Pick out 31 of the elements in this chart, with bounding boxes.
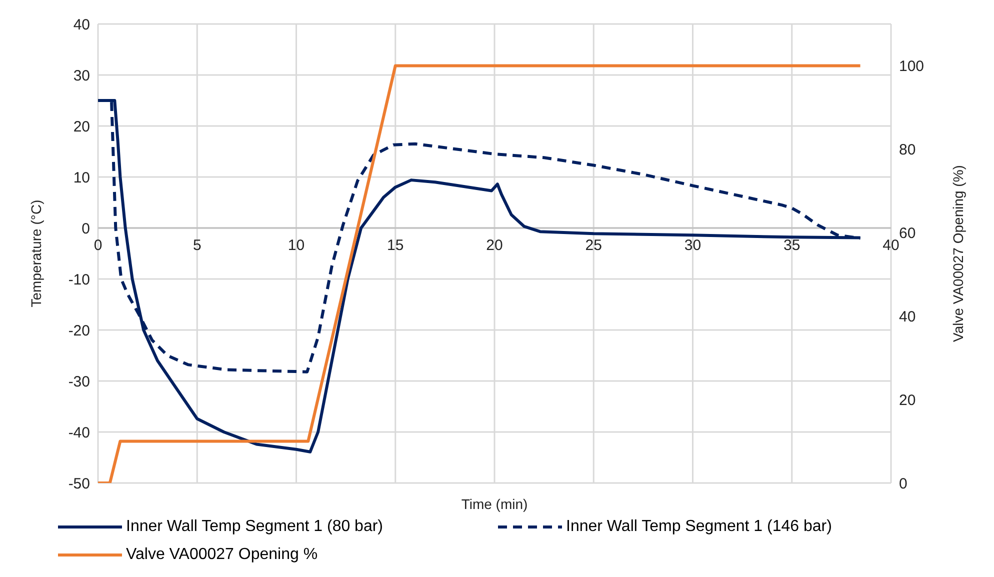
x-tick-label: 30 <box>684 237 702 254</box>
x-tick-label: 35 <box>784 237 800 254</box>
y-tick-label: 0 <box>82 220 90 238</box>
y-tick-label: 10 <box>73 169 90 186</box>
x-tick-label: 0 <box>94 237 102 254</box>
y-tick-label: -30 <box>68 373 90 390</box>
y2-axis-title: Valve VA00027 Opening (%) <box>950 165 966 342</box>
x-axis-title: Time (min) <box>461 496 528 512</box>
legend-label: Valve VA00027 Opening % <box>126 546 318 564</box>
y-tick-label: 30 <box>73 67 90 84</box>
x-tick-label: 20 <box>486 237 503 254</box>
legend-label: Inner Wall Temp Segment 1 (146 bar) <box>566 518 832 536</box>
y2-tick-label: 100 <box>899 58 924 76</box>
y2-tick-label: 60 <box>899 224 916 242</box>
y-tick-label: 20 <box>73 118 90 136</box>
y-tick-label: -40 <box>68 424 90 442</box>
y2-tick-label: 0 <box>899 475 908 492</box>
x-tick-label: 15 <box>387 237 404 254</box>
y2-tick-label: 20 <box>899 392 916 409</box>
y-axis-title: Temperature (°C) <box>28 200 44 308</box>
legend-label: Inner Wall Temp Segment 1 (80 bar) <box>126 518 384 536</box>
y-tick-label: 40 <box>73 16 90 34</box>
x-tick-label: 5 <box>192 237 202 254</box>
x-tick-label: 40 <box>882 237 900 254</box>
y-tick-label: -10 <box>68 271 90 288</box>
y2-tick-label: 80 <box>899 142 916 159</box>
y-tick-label: -20 <box>68 322 90 340</box>
x-tick-label: 10 <box>288 237 305 254</box>
y-tick-label: -50 <box>68 475 90 492</box>
x-tick-label: 25 <box>585 237 602 254</box>
y2-tick-label: 40 <box>899 308 916 326</box>
